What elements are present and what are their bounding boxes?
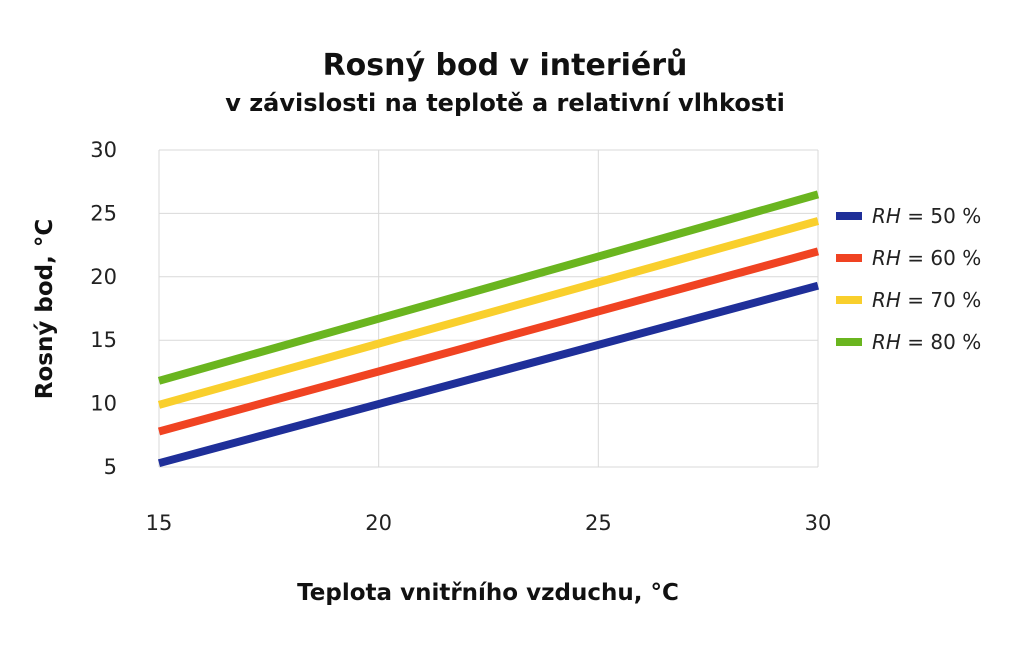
- series-line: [157, 217, 820, 409]
- legend-label: RH = 50 %: [872, 204, 981, 228]
- legend-label: RH = 70 %: [872, 288, 981, 312]
- y-tick-label: 10: [90, 392, 117, 416]
- x-tick-label: 20: [365, 511, 392, 535]
- x-tick-label: 25: [585, 511, 612, 535]
- legend-label: RH = 60 %: [872, 246, 981, 270]
- series-lines: [157, 190, 820, 468]
- x-axis-ticks: 15 20 25 30: [146, 511, 832, 535]
- x-tick-label: 30: [805, 511, 832, 535]
- chart-title: Rosný bod v interiérů: [323, 47, 688, 83]
- legend-label-value: = 50 %: [901, 204, 981, 228]
- y-axis-ticks: 5 10 15 20 25 30: [90, 138, 117, 479]
- y-tick-label: 25: [90, 201, 117, 225]
- y-tick-label: 5: [104, 455, 117, 479]
- y-axis-title: Rosný bod, °C: [32, 219, 58, 399]
- legend-label-variable: RH: [872, 330, 901, 354]
- legend-label-value: = 80 %: [901, 330, 981, 354]
- y-tick-label: 20: [90, 265, 117, 289]
- legend: RH = 50 %RH = 60 %RH = 70 %RH = 80 %: [836, 204, 981, 354]
- legend-label-value: = 70 %: [901, 288, 981, 312]
- legend-label-variable: RH: [872, 204, 901, 228]
- legend-label-variable: RH: [872, 246, 901, 270]
- legend-label-variable: RH: [872, 288, 901, 312]
- y-tick-label: 30: [90, 138, 117, 162]
- x-axis-title: Teplota vnitřního vzduchu, °C: [297, 580, 679, 606]
- y-tick-label: 15: [90, 328, 117, 352]
- series-line: [157, 190, 820, 385]
- chart-subtitle: v závislosti na teplotě a relativní vlhk…: [225, 89, 785, 117]
- legend-label: RH = 80 %: [872, 330, 981, 354]
- legend-label-value: = 60 %: [901, 246, 981, 270]
- x-tick-label: 15: [146, 511, 173, 535]
- series-line: [157, 247, 820, 436]
- series-line: [157, 281, 820, 468]
